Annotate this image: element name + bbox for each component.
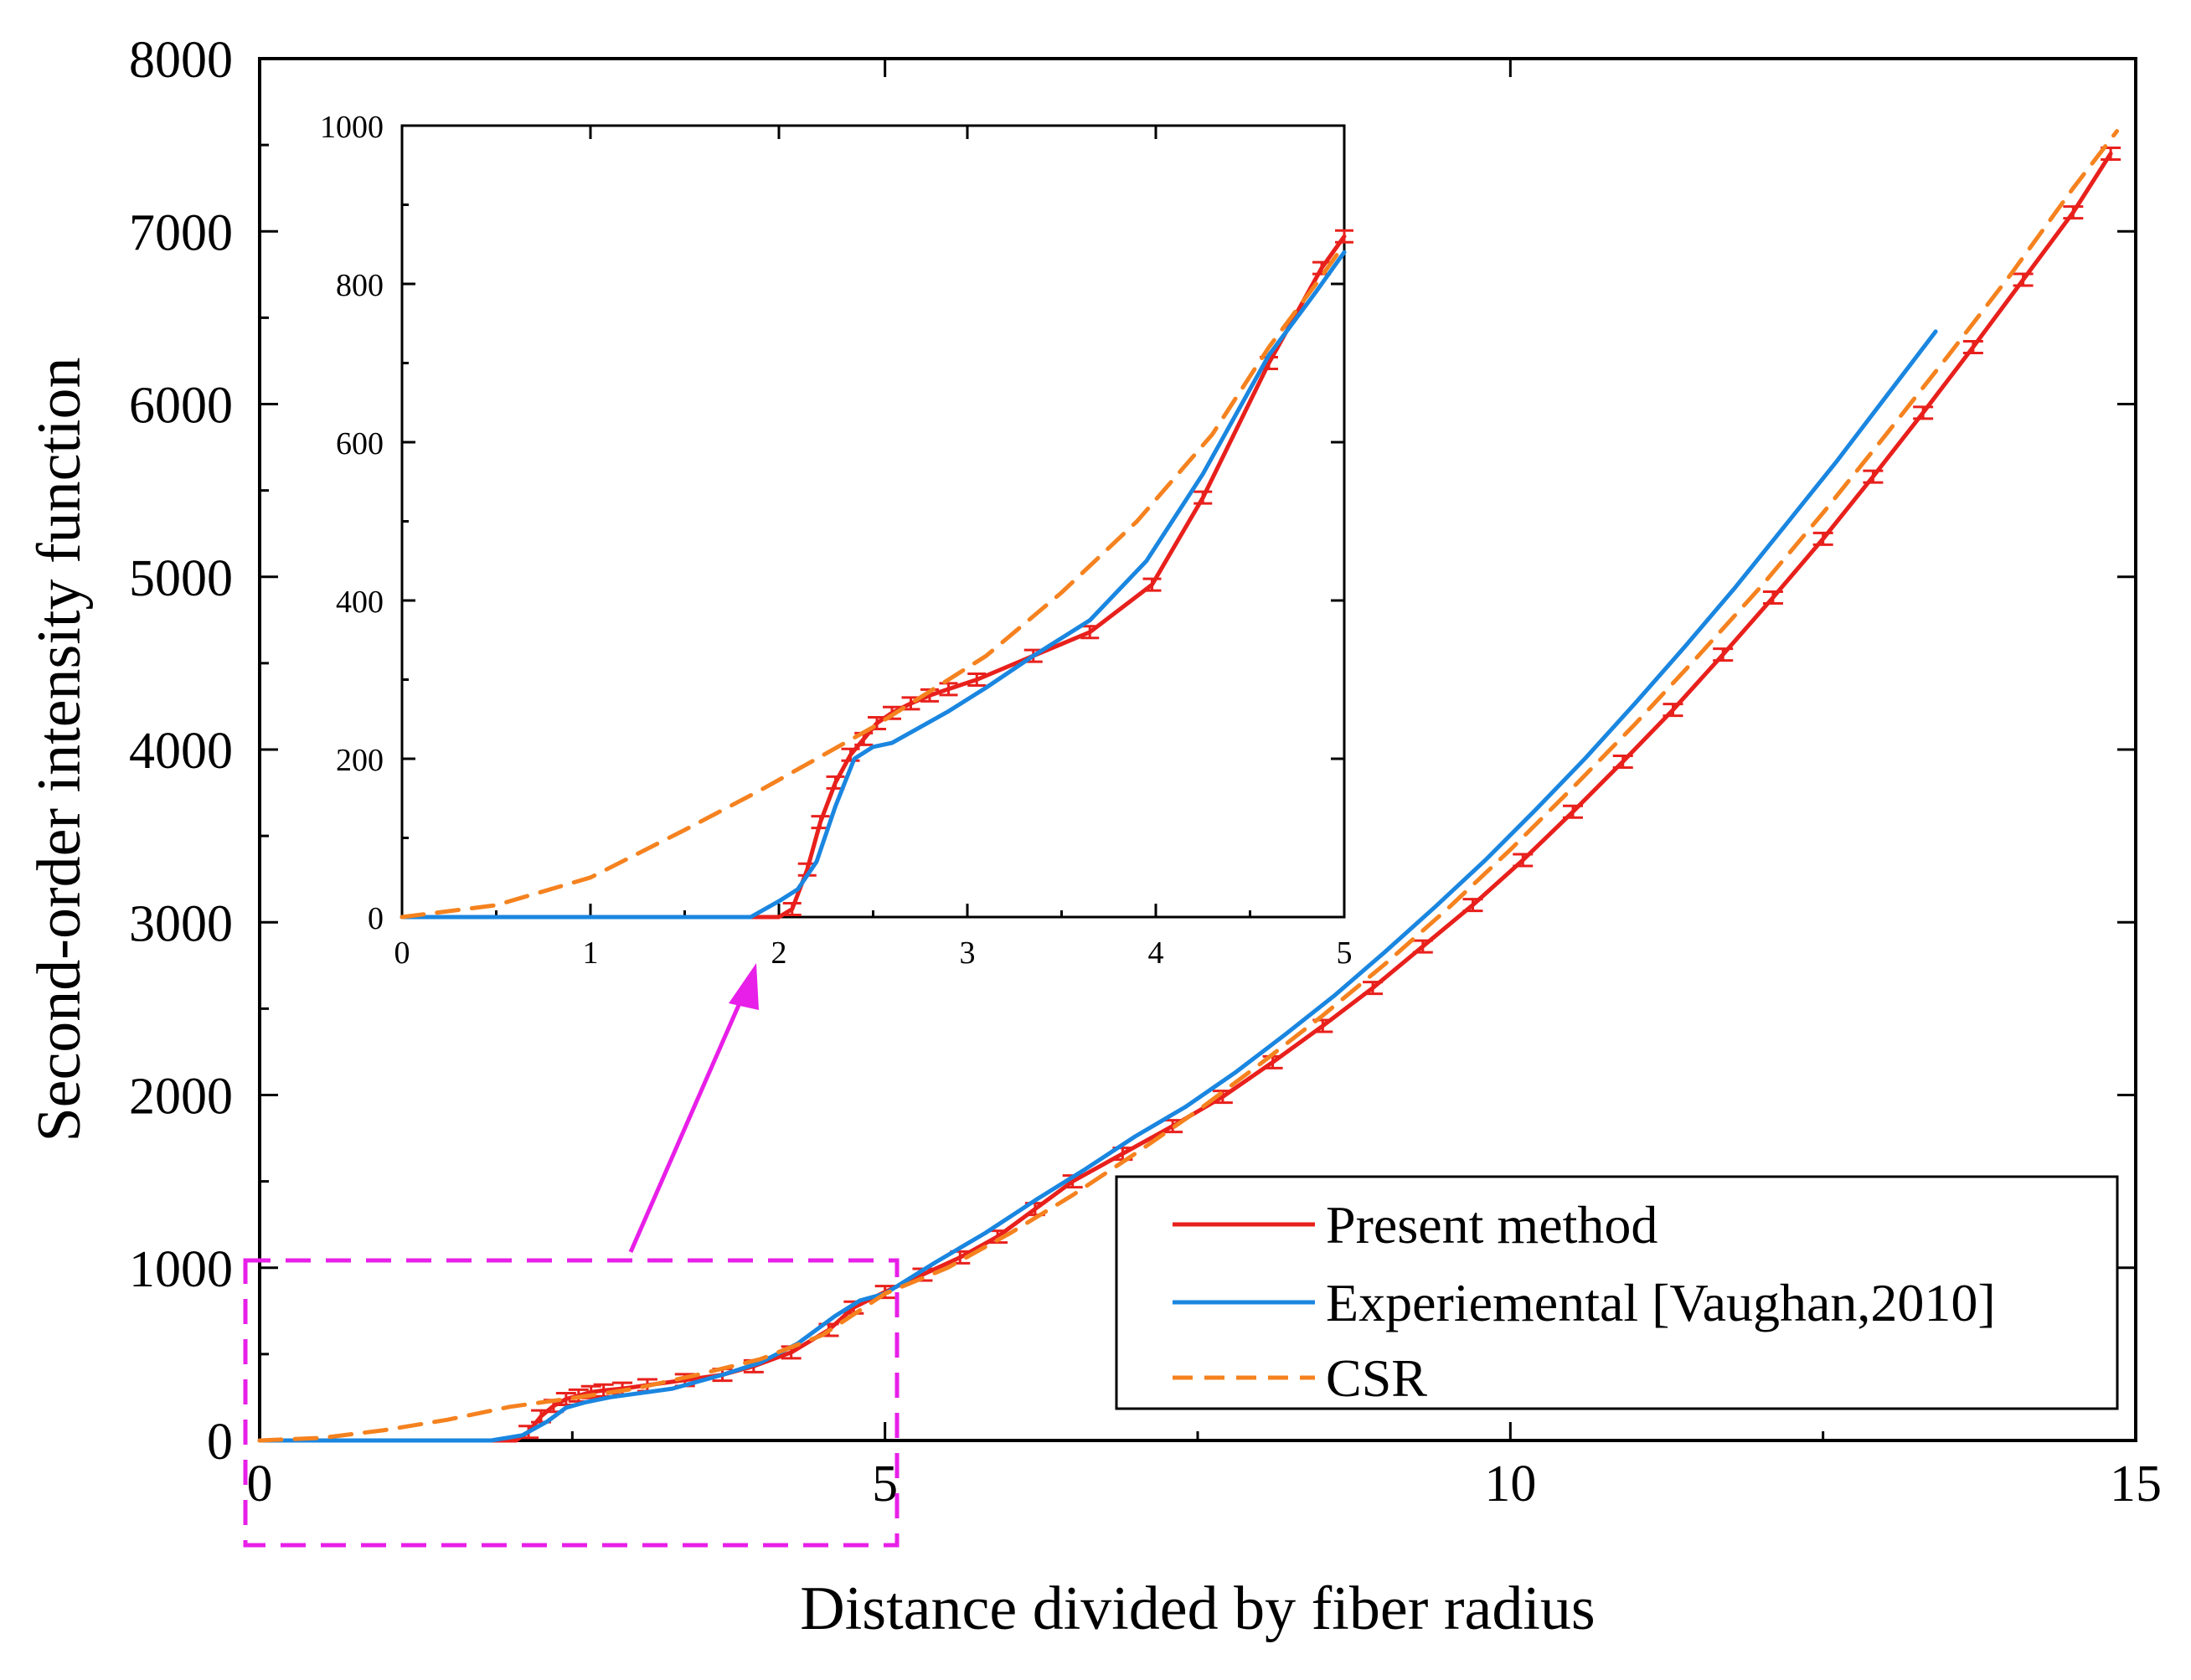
inset-plot-frame [400,124,1346,919]
inset-x-tick-label: 4 [1148,935,1164,971]
inset-x-tick-label: 2 [771,935,787,971]
inset-y-tick-label: 200 [336,743,384,778]
legend-label-csr: CSR [1326,1348,1427,1408]
inset-x-tick-label: 0 [394,935,410,971]
zoom-region-box [243,1258,900,1548]
main-x-tick-label: 15 [2110,1456,2162,1513]
main-y-tick-label: 7000 [129,204,233,261]
main-series-group [257,129,2121,1443]
inset-x-tick-label: 1 [583,935,599,971]
inset-y-tick-label: 1000 [320,110,384,145]
main-series-experiemental-vaughan-2010 [257,329,1938,1443]
main-y-tick-label: 6000 [129,378,233,435]
inset-y-tick-label: 0 [368,901,384,936]
legend-label-present-method: Present method [1326,1195,1657,1255]
legend: Present method Experiemental [Vaughan,20… [1115,1175,2119,1410]
main-x-tick-label: 0 [247,1456,273,1513]
y-axis-title: Second-order intensity function [25,357,94,1141]
main-y-tick-label: 0 [207,1414,233,1471]
main-series-csr [257,129,2120,1443]
legend-box [1115,1175,2119,1410]
main-y-tick-label: 8000 [129,32,233,89]
inset-series-experiemental-vaughan-2010 [400,250,1347,920]
inset-x-tick-label: 3 [960,935,976,971]
inset-y-tick-label: 800 [336,268,384,303]
main-y-tick-label: 5000 [129,550,233,607]
legend-label-experimental: Experiemental [Vaughan,2010] [1326,1273,1996,1332]
main-y-tick-label: 3000 [129,895,233,952]
main-y-tick-label: 4000 [129,723,233,780]
inset-y-tick-label: 400 [336,585,384,620]
zoom-arrow-head [729,963,759,1010]
inset-series-csr [400,242,1347,920]
inset-x-tick-label: 5 [1337,935,1353,971]
x-axis-title: Distance divided by fiber radius [800,1574,1595,1643]
main-y-tick-label: 2000 [129,1069,233,1126]
main-x-tick-label: 10 [1484,1456,1536,1513]
inset-axis-ticks: 0 1 2 3 4 5 0 200 400 600 800 1000 [320,110,1353,971]
zoom-arrow-line [628,982,750,1254]
inset-y-tick-label: 600 [336,426,384,461]
main-series-present-method [257,151,2113,1443]
inset-series-group [400,229,1353,920]
main-x-tick-label: 5 [872,1456,898,1513]
main-y-tick-label: 1000 [129,1241,233,1298]
